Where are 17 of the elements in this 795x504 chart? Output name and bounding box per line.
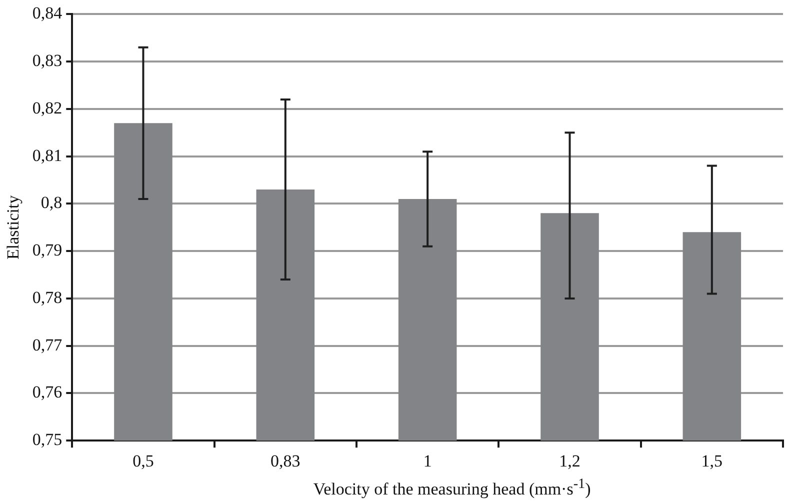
y-tick-label: 0,75	[32, 430, 62, 450]
x-tick-label: 1,5	[701, 451, 723, 470]
x-tick-label: 1	[423, 451, 432, 470]
y-tick-label: 0,77	[32, 335, 63, 354]
y-tick-label: 0,8	[40, 193, 62, 212]
y-tick-label: 0,84	[32, 4, 63, 23]
y-tick-label: 0,81	[32, 146, 62, 165]
y-axis-title: Elasticity	[4, 194, 23, 260]
y-tick-label: 0,76	[32, 382, 62, 402]
y-tick-label: 0,83	[32, 51, 62, 70]
x-tick-label: 1,2	[559, 451, 580, 470]
y-tick-label: 0,79	[32, 240, 62, 260]
x-tick-label: 0,5	[132, 451, 154, 470]
x-axis-title: Velocity of the measuring head (mm·s$^{-1}$)	[312, 476, 592, 500]
x-tick-label: 0,83	[270, 451, 300, 470]
y-tick-label: 0,78	[32, 288, 62, 307]
y-tick-label: 0,82	[32, 98, 62, 118]
